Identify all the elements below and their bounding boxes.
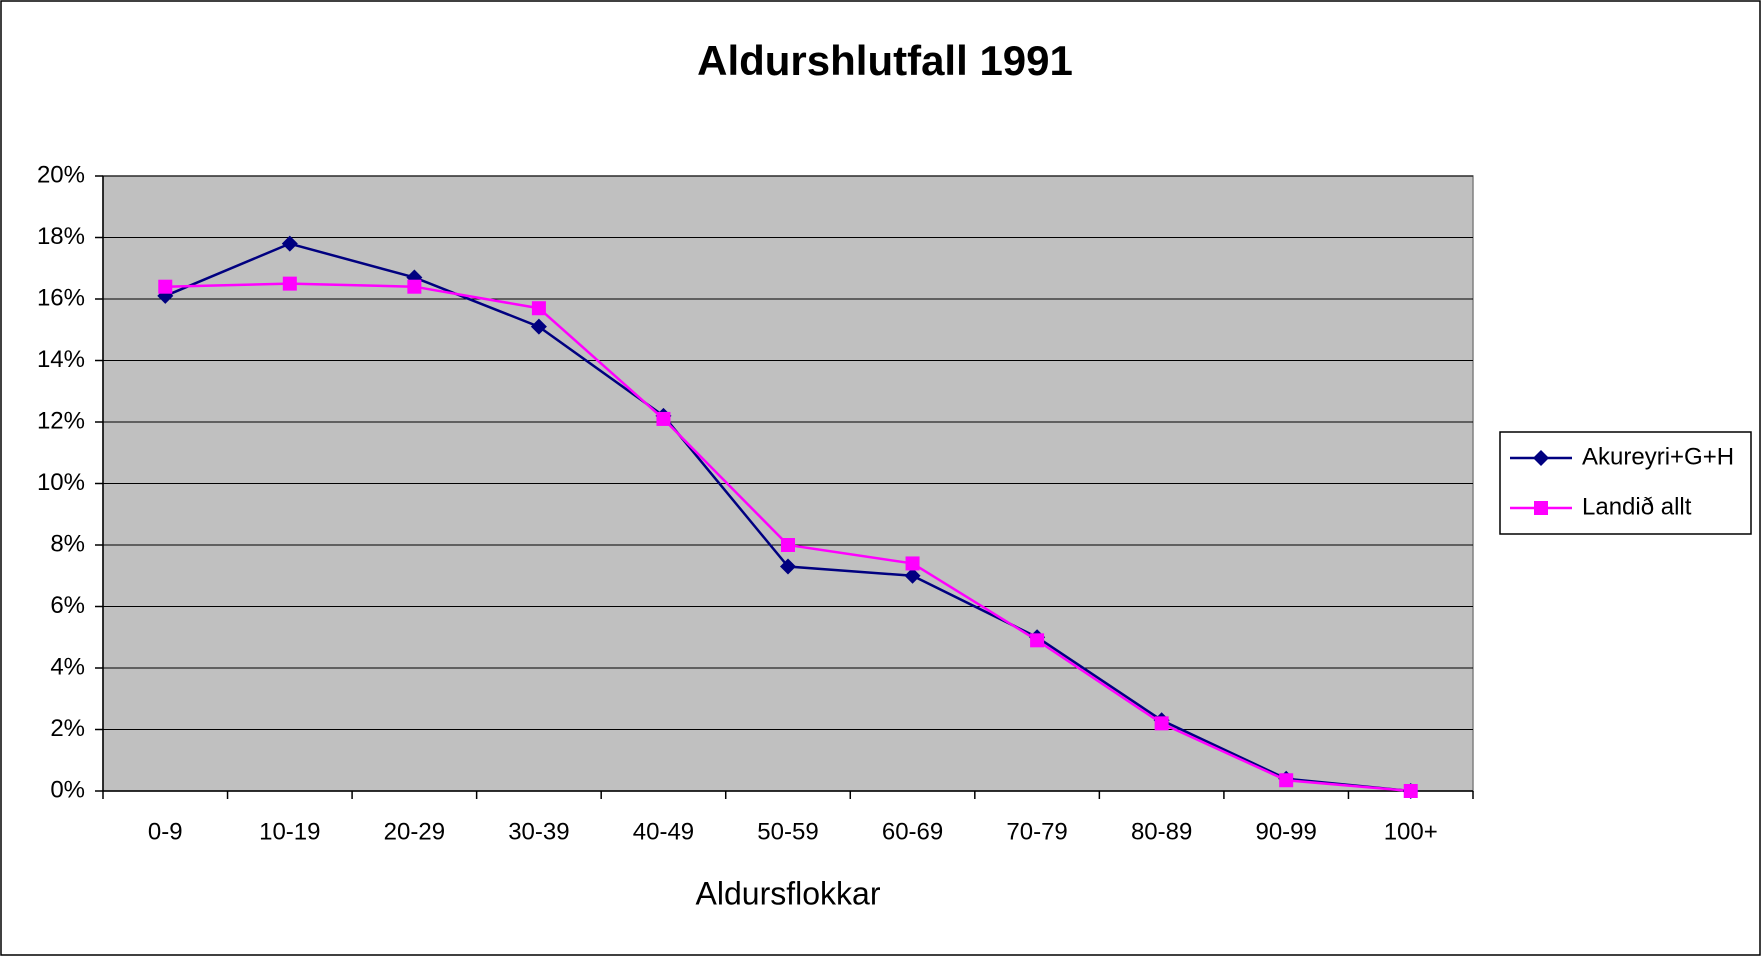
data-point (904, 567, 921, 584)
y-tick-label: 0% (50, 776, 85, 803)
data-point (531, 301, 546, 316)
y-tick-label: 2% (50, 715, 85, 742)
data-point (780, 558, 796, 575)
x-tick-label: 60-69 (882, 818, 943, 845)
x-tick-label: 20-29 (384, 818, 445, 845)
x-tick-label: 100+ (1384, 818, 1438, 845)
y-tick-label: 8% (50, 530, 85, 557)
y-tick-label: 20% (37, 161, 85, 188)
chart-title: Aldurshlutfall 1991 (697, 37, 1073, 84)
data-point (656, 411, 671, 426)
legend-label: Akureyri+G+H (1582, 443, 1734, 470)
data-point (905, 556, 920, 571)
data-point (1279, 773, 1294, 788)
data-point (1403, 784, 1418, 798)
y-tick-label: 18% (37, 223, 85, 250)
x-tick-label: 30-39 (508, 818, 569, 845)
x-tick-label: 70-79 (1006, 818, 1067, 845)
legend-label: Landið allt (1582, 493, 1692, 520)
data-point (1030, 633, 1045, 648)
x-axis-label: Aldursflokkar (696, 875, 881, 911)
legend-marker (1533, 450, 1549, 466)
x-tick-label: 0-9 (148, 818, 183, 845)
data-point (530, 318, 547, 335)
data-point (1154, 716, 1169, 731)
x-tick-label: 80-89 (1131, 818, 1192, 845)
x-tick-label: 90-99 (1255, 818, 1316, 845)
legend-marker (1534, 501, 1548, 515)
x-tick-label: 40-49 (633, 818, 694, 845)
data-point (282, 276, 297, 291)
y-tick-label: 14% (37, 346, 85, 373)
legend-box (1499, 431, 1752, 535)
y-tick-label: 12% (37, 407, 85, 434)
y-tick-label: 16% (37, 284, 85, 311)
data-point (158, 279, 173, 294)
data-point (281, 235, 298, 252)
data-point (407, 279, 422, 294)
x-tick-label: 10-19 (259, 818, 320, 845)
y-tick-label: 10% (37, 469, 85, 496)
y-tick-label: 6% (50, 592, 85, 619)
x-tick-label: 50-59 (757, 818, 818, 845)
data-point (781, 538, 795, 552)
y-tick-label: 4% (50, 653, 85, 680)
